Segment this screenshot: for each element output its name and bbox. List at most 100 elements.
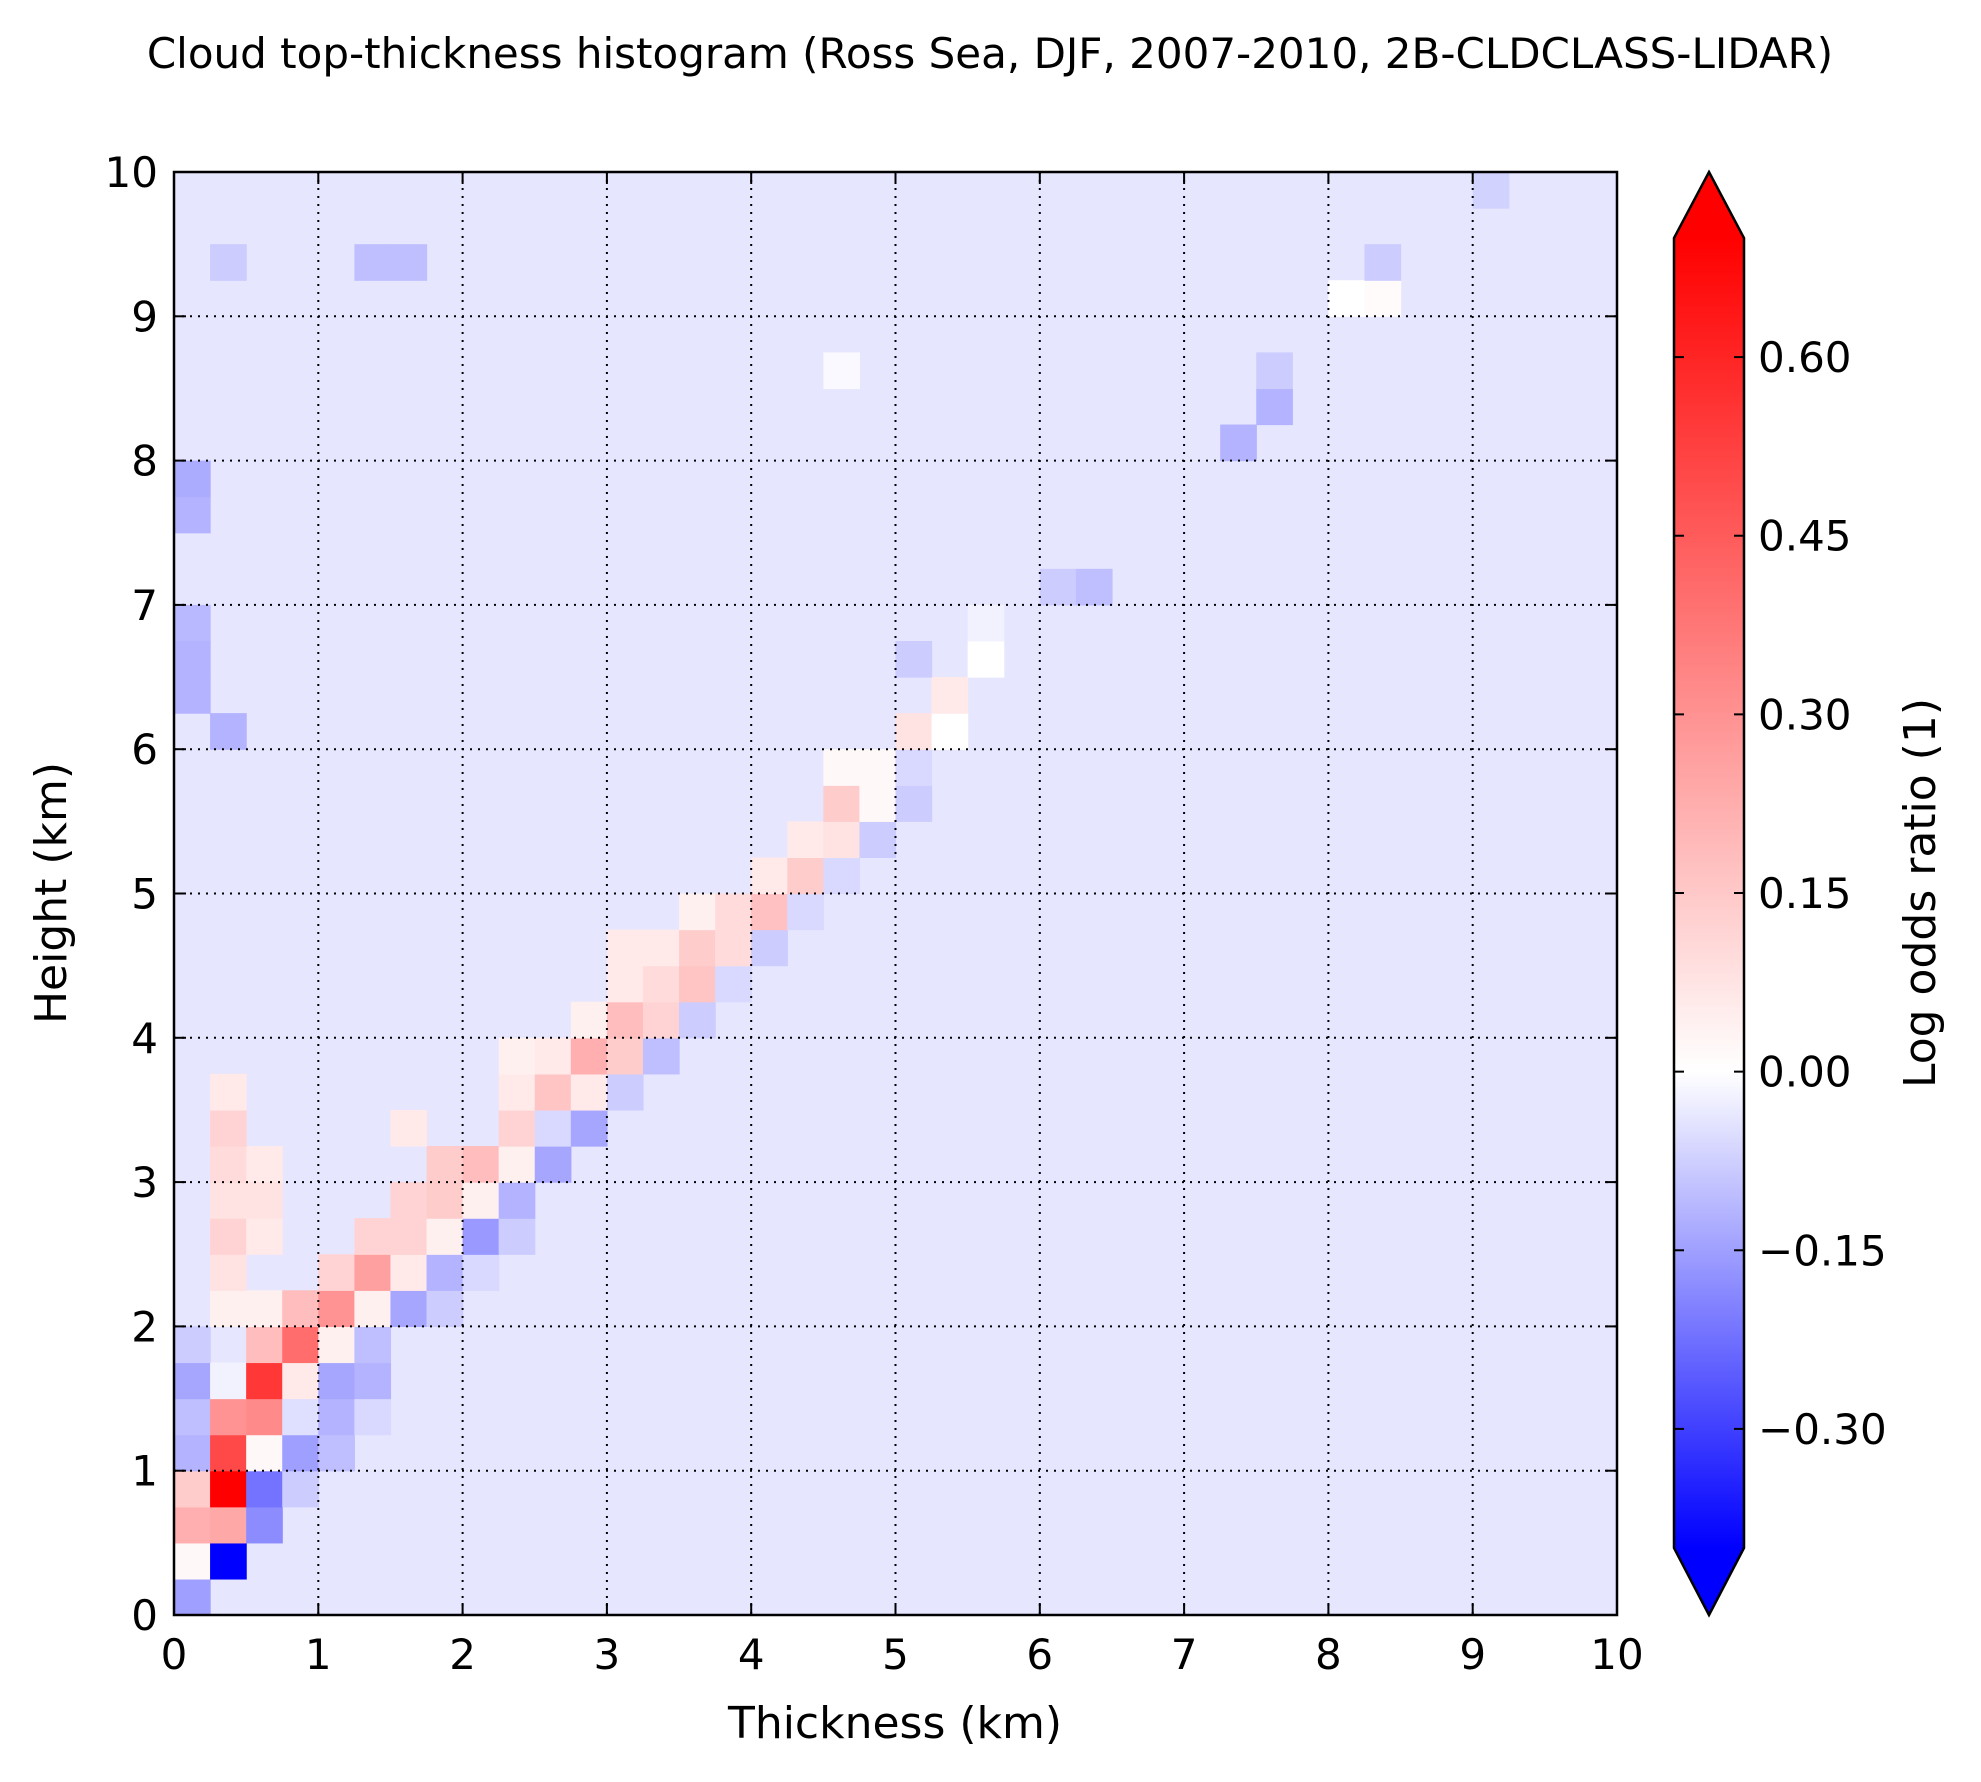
heatmap-cell (210, 1506, 247, 1544)
y-tick-label: 2 (131, 1302, 158, 1351)
heatmap-cell (210, 1218, 247, 1255)
heatmap-cell (859, 821, 897, 859)
heatmap-cell (354, 1362, 392, 1400)
heatmap-cell (1220, 424, 1257, 462)
heatmap-cell (210, 1434, 247, 1472)
heatmap-cell (174, 1434, 211, 1472)
heatmap-cell (606, 1001, 644, 1039)
heatmap-cell (1472, 172, 1510, 209)
heatmap-cell (426, 1146, 464, 1183)
colorbar-outline (1672, 169, 1746, 1618)
heatmap-cell (570, 1001, 608, 1039)
x-tick-label: 4 (738, 1630, 765, 1679)
colorbar-label: Log odds ratio (1) (1895, 698, 1946, 1088)
heatmap-cell (246, 1362, 283, 1400)
heatmap-cell (570, 1037, 608, 1075)
colorbar: −0.30 −0.15 0.00 0.15 0.30 0.45 0.60 Log odds … (1672, 169, 1946, 1618)
heatmap-cell (570, 1073, 608, 1111)
heatmap-cell (174, 1470, 211, 1508)
heatmap-cell (642, 1037, 680, 1075)
y-tick-label: 6 (131, 725, 158, 774)
heatmap-cell (246, 1398, 283, 1436)
x-tick-label: 2 (449, 1630, 476, 1679)
heatmap-cell (498, 1182, 536, 1219)
heatmap-cell (174, 640, 211, 678)
heatmap-cell (715, 893, 752, 931)
heatmap-cell (606, 1073, 644, 1111)
heatmap-cell (354, 1326, 392, 1364)
heatmap-cell (931, 677, 969, 714)
y-tick-label: 1 (131, 1447, 158, 1496)
heatmap-cell (210, 1182, 247, 1219)
heatmap-cell (534, 1146, 572, 1183)
heatmap-cell (174, 1506, 211, 1544)
colorbar-extend-low (1674, 1548, 1744, 1615)
y-tick-label: 3 (131, 1158, 158, 1207)
heatmap-cell (534, 1073, 572, 1111)
heatmap-cell (354, 1254, 392, 1291)
plot-area: 0 1 2 3 4 5 6 7 8 9 10 0 1 2 3 4 5 6 7 8 9 10 (105, 148, 1644, 1679)
heatmap-cell (426, 1254, 464, 1291)
heatmap-cell (390, 1182, 428, 1219)
heatmap-cell (246, 1182, 283, 1219)
heatmap-cell (210, 1362, 247, 1400)
heatmap-cell (787, 893, 824, 931)
heatmap-cell (390, 1290, 428, 1327)
heatmap-cell (210, 1146, 247, 1183)
heatmap-cell (462, 1182, 500, 1219)
heatmap-cell (462, 1146, 500, 1183)
heatmap-cell (1039, 568, 1077, 606)
colorbar-tick-label: 0.00 (1758, 1048, 1852, 1097)
x-tick-label: 8 (1315, 1630, 1342, 1679)
heatmap-cell (679, 929, 716, 967)
heatmap-cell (282, 1326, 319, 1364)
heatmap-cell (174, 496, 211, 534)
heatmap-cell (210, 1254, 247, 1291)
heatmap-cell (390, 1109, 428, 1147)
heatmap-cell (859, 749, 897, 786)
heatmap-cell (318, 1254, 355, 1291)
x-tick-label: 10 (1590, 1630, 1643, 1679)
heatmap-cell (390, 244, 428, 281)
heatmap-cell (354, 244, 392, 281)
heatmap-cell (751, 893, 788, 931)
heatmap-cell (210, 713, 247, 750)
heatmap-cell (1364, 280, 1402, 317)
heatmap-cell (679, 965, 716, 1003)
heatmap-cell (823, 749, 861, 786)
heatmap-cell (318, 1290, 355, 1327)
heatmap-cell (606, 965, 644, 1003)
heatmap-cell (823, 785, 861, 822)
heatmap-cell (174, 1362, 211, 1400)
heatmap-cell (210, 1290, 247, 1327)
heatmap-cell (354, 1290, 392, 1327)
heatmap-cell (174, 1578, 211, 1615)
colorbar-tick-label: −0.15 (1758, 1226, 1887, 1275)
heatmap-cell (246, 1146, 283, 1183)
colorbar-tick-label: 0.60 (1758, 333, 1852, 382)
heatmap-cell (715, 965, 752, 1003)
heatmap-cell (606, 1037, 644, 1075)
colorbar-gradient (1674, 238, 1744, 1548)
heatmap-cell (534, 1037, 572, 1075)
heatmap-cell (210, 1398, 247, 1436)
heatmap-cell (426, 1182, 464, 1219)
x-tick-label: 9 (1459, 1630, 1486, 1679)
heatmap-cell (1256, 352, 1293, 390)
colorbar-tick-label: 0.30 (1758, 690, 1852, 739)
heatmap-cell (679, 1001, 716, 1039)
y-tick-label: 4 (131, 1014, 158, 1063)
heatmap-cell (210, 1073, 247, 1111)
x-axis-label: Thickness (km) (727, 1698, 1062, 1749)
heatmap-cell (354, 1218, 392, 1255)
heatmap-cell (895, 749, 933, 786)
heatmap-cell (642, 1001, 680, 1039)
heatmap-cell (282, 1434, 319, 1472)
heatmap-cell (462, 1218, 500, 1255)
heatmap-cell (282, 1362, 319, 1400)
heatmap-cell (570, 1109, 608, 1147)
heatmap-cell (390, 1254, 428, 1291)
heatmap-cell (498, 1037, 536, 1075)
heatmap-cell (498, 1146, 536, 1183)
